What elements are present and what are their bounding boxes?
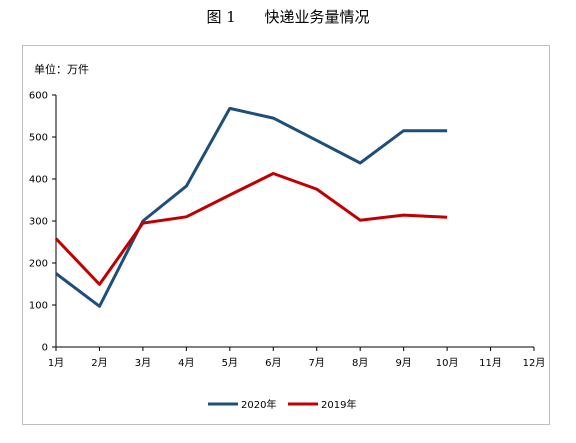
series-line-0 (55, 106, 448, 308)
x-tick-label: 12月 (523, 357, 546, 369)
series-line-1 (54, 172, 448, 286)
x-tick-label: 7月 (309, 357, 325, 369)
x-tick-label: 1月 (48, 357, 64, 369)
x-tick-label: 8月 (352, 357, 368, 369)
chart-panel (22, 45, 550, 425)
axes: 0 100 200 300 400 500 600 1月 2月 3月 4月 5月 6月 7月 8月 9月 10月… (29, 91, 545, 370)
y-tick-label: 200 (29, 259, 48, 270)
y-tick-label: 100 (29, 301, 48, 312)
x-tick-label: 5月 (222, 357, 238, 369)
unit-label: 单位：万件 (34, 63, 89, 76)
legend-label-1: 2019年 (321, 398, 356, 411)
series-layer (54, 106, 448, 308)
x-tick-label: 2月 (91, 357, 107, 369)
x-tick-label: 10月 (436, 357, 459, 369)
y-tick-label: 500 (29, 133, 48, 144)
x-tick-label: 6月 (265, 357, 281, 369)
x-tick-label: 9月 (395, 357, 411, 369)
x-tick-label: 11月 (479, 357, 502, 369)
chart-title: 图 1 快递业务量情况 (206, 8, 370, 26)
y-tick-label: 0 (42, 343, 48, 354)
y-tick-label: 600 (29, 91, 48, 102)
y-tick-label: 400 (29, 175, 48, 186)
legend-label-0: 2020年 (241, 398, 276, 411)
legend: 2020年 2019年 (208, 398, 356, 411)
x-tick-label: 3月 (135, 357, 151, 369)
y-tick-label: 300 (29, 217, 48, 228)
x-tick-label: 4月 (178, 357, 194, 369)
